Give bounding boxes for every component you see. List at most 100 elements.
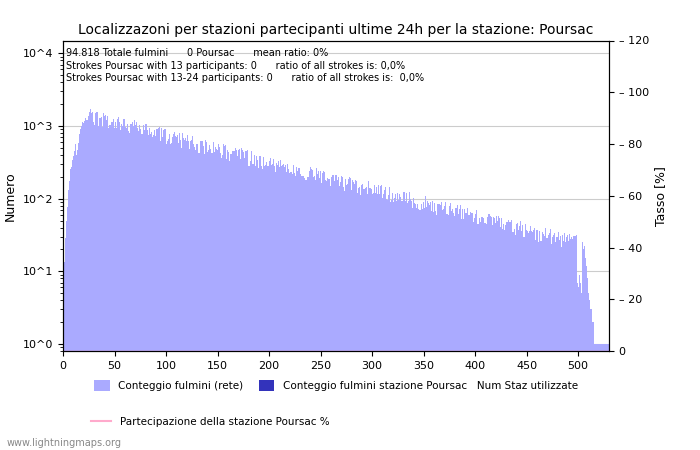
Bar [304, 180, 306, 450]
Bar [383, 194, 384, 450]
Bar [75, 144, 76, 450]
Bar [267, 166, 269, 450]
Bar [167, 140, 169, 450]
Bar [178, 143, 179, 450]
Bar [186, 141, 187, 450]
Bar [102, 127, 103, 450]
Bar [101, 117, 102, 450]
Bar [307, 177, 308, 450]
Bar [354, 184, 355, 450]
Bar [300, 174, 302, 450]
Bar [429, 205, 430, 450]
Bar [93, 122, 95, 450]
Bar [83, 122, 84, 450]
Bar [329, 179, 330, 450]
Bar [391, 200, 392, 450]
Bar [315, 180, 316, 450]
Bar [326, 181, 327, 450]
Bar [103, 113, 104, 450]
Bar [291, 172, 292, 450]
Bar [518, 230, 519, 450]
Bar [64, 238, 66, 450]
Bar [260, 156, 261, 450]
Bar [355, 180, 356, 450]
Bar [110, 125, 111, 450]
Bar [270, 158, 271, 450]
Bar [146, 124, 147, 450]
Bar [492, 225, 493, 450]
Bar [377, 194, 378, 450]
Bar [224, 146, 225, 450]
Bar [256, 156, 257, 450]
Bar [524, 237, 525, 450]
Bar [296, 167, 297, 450]
Bar [340, 182, 341, 450]
Bar [534, 228, 536, 450]
Bar [385, 187, 386, 450]
Bar [193, 144, 195, 450]
Bar [118, 117, 119, 450]
Bar [132, 126, 134, 450]
Bar [255, 166, 256, 450]
Bar [536, 230, 538, 450]
Bar [285, 165, 286, 450]
Bar [78, 143, 79, 450]
Bar [550, 229, 551, 450]
Bar [403, 192, 405, 450]
Text: 94.818 Totale fulmini      0 Poursac      mean ratio: 0%: 94.818 Totale fulmini 0 Poursac mean rat… [66, 48, 328, 58]
Bar [582, 249, 584, 450]
Bar [428, 203, 429, 450]
Bar [88, 116, 90, 450]
Bar [595, 344, 596, 450]
Bar [74, 150, 75, 450]
Bar [501, 218, 503, 450]
Bar [236, 149, 237, 450]
Bar [527, 231, 528, 450]
Bar [357, 193, 358, 450]
Bar [113, 119, 114, 450]
Bar [289, 173, 290, 450]
Bar [177, 135, 178, 450]
Bar [589, 300, 590, 450]
Bar [489, 214, 490, 450]
Bar [356, 181, 357, 450]
Bar [317, 174, 318, 450]
Bar [143, 125, 144, 450]
Bar [254, 155, 255, 450]
Bar [531, 231, 532, 450]
Bar [412, 208, 413, 450]
Bar [97, 126, 99, 450]
Bar [601, 344, 602, 450]
Bar [580, 283, 581, 450]
Bar [286, 171, 287, 450]
Bar [183, 138, 184, 450]
Bar [147, 130, 148, 450]
Bar [560, 236, 561, 450]
Bar [436, 215, 438, 450]
Legend: Partecipazione della stazione Poursac %: Partecipazione della stazione Poursac % [86, 413, 334, 431]
Bar [588, 293, 589, 450]
Bar [222, 155, 223, 450]
Bar [368, 181, 370, 450]
Bar [142, 134, 143, 450]
Bar [444, 202, 446, 450]
Bar [220, 153, 221, 450]
Bar [485, 223, 486, 450]
Bar [91, 113, 92, 450]
Bar [239, 159, 241, 450]
Bar [376, 187, 377, 450]
Bar [449, 206, 450, 450]
Bar [335, 176, 337, 450]
Bar [451, 211, 452, 450]
Bar [398, 200, 400, 450]
Bar [306, 180, 307, 450]
Bar [349, 177, 350, 450]
Bar [551, 244, 552, 450]
Bar [516, 224, 517, 450]
Bar [162, 137, 163, 450]
Bar [400, 197, 401, 450]
Bar [209, 145, 210, 450]
Bar [343, 187, 344, 450]
Bar [322, 173, 323, 450]
Bar [245, 151, 246, 450]
